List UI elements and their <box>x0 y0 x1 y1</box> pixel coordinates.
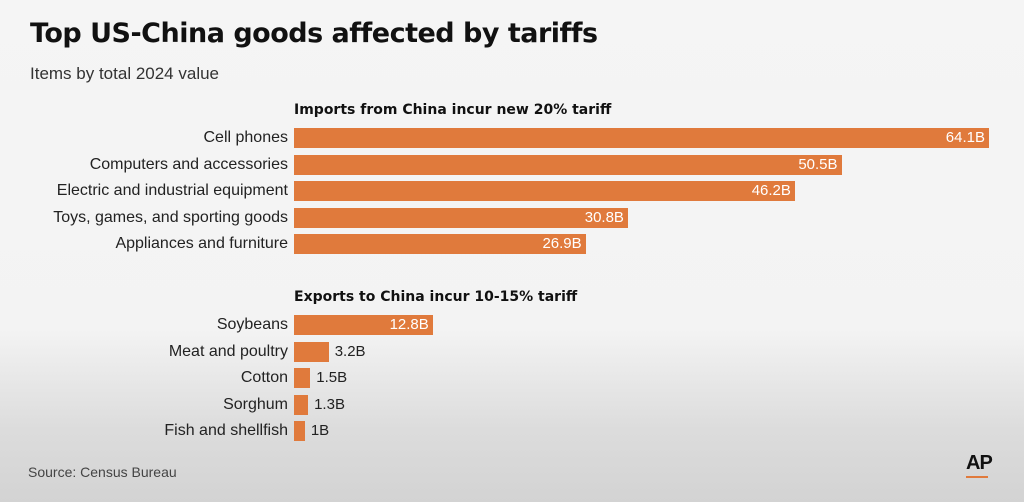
value-label: 50.5B <box>798 155 838 173</box>
chart-title: Top US-China goods affected by tariffs <box>30 18 598 49</box>
imports-group-title: Imports from China incur new 20% tariff <box>294 102 612 118</box>
bar <box>294 154 842 175</box>
category-label: Electric and industrial equipment <box>56 182 288 199</box>
value-label: 1B <box>310 422 330 439</box>
category-label: Meat and poultry <box>168 342 288 360</box>
bar-row: Toys, games, and sporting goods 30.8B <box>0 207 1024 228</box>
bar <box>294 341 329 362</box>
bar <box>294 315 433 335</box>
value-label: 64.1B <box>945 129 985 146</box>
ap-logo: AP <box>966 452 993 474</box>
bar <box>294 234 586 254</box>
bar-row: Meat and poultry 3.2B <box>0 341 1024 362</box>
bar-row: Cotton 1.5B <box>0 368 1024 388</box>
value-label: 12.8B <box>389 316 429 333</box>
value-label: 30.8B <box>584 208 624 226</box>
ap-logo-underline <box>966 476 988 478</box>
bar-row: Soybeans 12.8B <box>0 315 1024 335</box>
bar-row: Appliances and furniture 26.9B <box>0 234 1024 254</box>
value-label: 1.3B <box>314 395 345 413</box>
category-label: Cotton <box>240 369 288 386</box>
category-label: Appliances and furniture <box>115 235 288 252</box>
bar-row: Sorghum 1.3B <box>0 394 1024 415</box>
bar <box>294 394 309 415</box>
category-label: Toys, games, and sporting goods <box>53 208 288 226</box>
category-label: Computers and accessories <box>89 155 288 173</box>
value-label: 3.2B <box>334 342 366 360</box>
category-label: Fish and shellfish <box>164 422 288 439</box>
value-label: 46.2B <box>751 182 791 199</box>
category-label: Soybeans <box>216 316 288 333</box>
bar-row: Cell phones 64.1B <box>0 128 1024 148</box>
category-label: Cell phones <box>203 129 289 146</box>
value-label: 26.9B <box>542 235 582 252</box>
exports-group-title: Exports to China incur 10-15% tariff <box>294 289 578 305</box>
source-note: Source: Census Bureau <box>28 464 177 480</box>
category-label: Sorghum <box>223 395 288 413</box>
bar-row: Electric and industrial equipment 46.2B <box>0 181 1024 201</box>
bar-row: Computers and accessories 50.5B <box>0 154 1024 175</box>
bar <box>294 181 795 201</box>
bar-row: Fish and shellfish 1B <box>0 421 1024 441</box>
bar <box>294 128 989 148</box>
bar <box>294 421 305 441</box>
chart-subtitle: Items by total 2024 value <box>30 64 220 83</box>
bar <box>294 207 628 228</box>
value-label: 1.5B <box>316 369 348 386</box>
bar <box>294 368 311 388</box>
